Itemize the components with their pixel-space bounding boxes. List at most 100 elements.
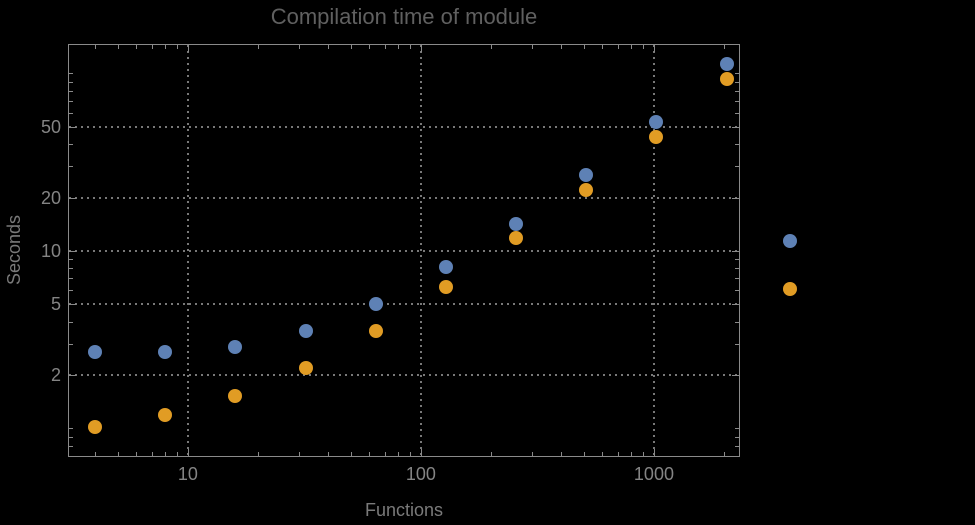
chart-title: Compilation time of module [270,4,538,29]
y-tick-mark [735,268,739,270]
x-tick-mark [631,452,633,456]
x-tick-mark [420,449,422,456]
x-axis-label: Functions [364,500,444,520]
data-point-series-1-blue [438,259,453,274]
x-tick-mark [724,45,726,49]
x-tick-mark [350,45,352,49]
x-gridline [652,45,655,456]
x-tick-mark [369,45,371,49]
y-tick-mark [732,197,739,199]
plot-frame [68,44,740,457]
x-tick-mark [410,45,412,49]
y-tick-mark [69,374,76,376]
x-tick-mark [328,452,330,456]
y-tick-mark [69,259,73,261]
y-tick-mark [735,428,739,430]
x-tick-mark [117,452,119,456]
x-gridline [186,45,189,456]
x-tick-mark [369,452,371,456]
x-tick-mark [491,45,493,49]
y-tick-label: 10 [40,240,61,261]
x-tick-mark [724,452,726,456]
x-tick-mark [95,452,97,456]
x-tick-label: 1000 [633,464,674,484]
y-tick-mark [69,144,73,146]
y-tick-mark [69,428,73,430]
y-tick-mark [69,166,73,168]
x-tick-mark [177,452,179,456]
data-point-series-1-blue [579,167,594,182]
x-tick-mark [136,45,138,49]
x-tick-mark [95,45,97,49]
x-tick-mark [617,452,619,456]
y-tick-mark [735,321,739,323]
x-tick-mark [643,45,645,49]
y-tick-mark [69,278,73,280]
x-tick-mark [187,45,189,52]
y-tick-mark [735,100,739,102]
data-point-series-2-orange [579,182,594,197]
y-tick-mark [69,445,73,447]
x-tick-mark [561,452,563,456]
y-tick-mark [69,268,73,270]
x-tick-mark [420,45,422,52]
data-point-series-2-orange [228,388,243,403]
x-tick-mark [136,452,138,456]
x-tick-mark [299,452,301,456]
data-point-series-1-blue [509,216,524,231]
y-tick-mark [69,90,73,92]
x-tick-mark [532,452,534,456]
y-tick-mark [69,112,73,114]
x-tick-mark [398,45,400,49]
y-tick-mark [735,166,739,168]
y-tick-mark [732,126,739,128]
y-tick-mark [732,374,739,376]
y-gridline [69,373,739,376]
x-tick-mark [258,452,259,456]
x-tick-mark [384,45,386,49]
x-tick-mark [151,452,153,456]
y-tick-mark [732,304,739,306]
y-tick-mark [735,259,739,261]
x-tick-mark [117,45,119,49]
data-point-series-2-orange [298,360,313,375]
y-tick-mark [69,73,73,75]
y-gridline [69,249,739,252]
y-gridline [69,196,739,199]
y-tick-mark [69,343,73,345]
x-tick-mark [491,452,493,456]
y-tick-mark [735,73,739,75]
x-tick-mark [177,45,179,49]
data-point-series-2-orange [158,407,173,422]
x-tick-mark [398,452,400,456]
x-tick-mark [410,452,412,456]
x-tick-mark [583,452,585,456]
data-point-series-2-orange [509,231,524,246]
x-tick-mark [532,45,534,49]
data-point-series-1-blue [719,57,734,72]
x-tick-mark [384,452,386,456]
y-tick-mark [735,90,739,92]
y-tick-mark [735,445,739,447]
x-tick-mark [643,452,645,456]
y-tick-label: 5 [50,294,61,315]
y-tick-mark [69,250,76,252]
data-point-series-2-orange [438,279,453,294]
x-tick-mark [187,449,189,456]
data-point-series-2-orange [88,419,103,434]
y-tick-mark [735,81,739,83]
x-tick-mark [631,45,633,49]
x-tick-mark [258,45,259,49]
data-point-series-1-blue [298,323,313,338]
legend-marker-series-2-marker [783,282,797,296]
y-tick-mark [735,278,739,280]
x-tick-mark [328,45,330,49]
x-tick-label: 100 [405,464,436,484]
y-tick-mark [69,197,76,199]
y-tick-mark [735,112,739,114]
x-tick-label: 10 [177,464,198,484]
x-tick-mark [561,45,563,49]
x-tick-mark [653,45,655,52]
y-tick-mark [69,290,73,292]
